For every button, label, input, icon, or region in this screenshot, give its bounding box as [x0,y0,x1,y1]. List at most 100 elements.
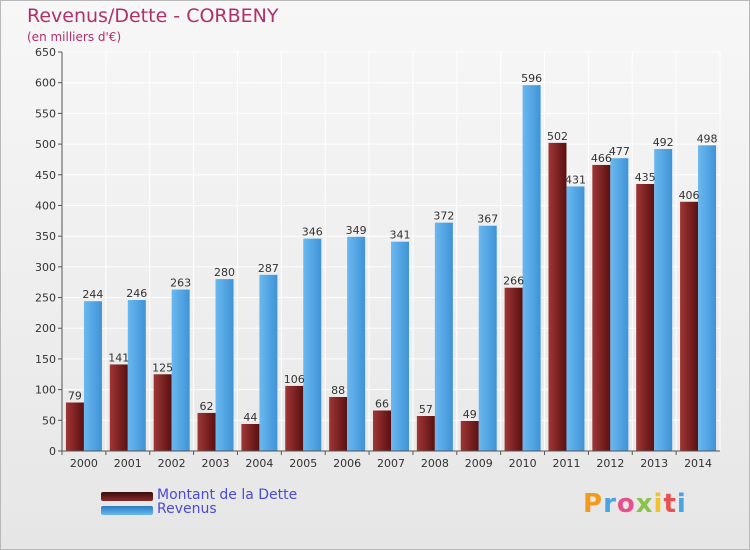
y-tick-label: 50 [42,414,56,427]
y-tick-label: 550 [35,107,56,120]
y-tick-label: 250 [35,292,56,305]
bar-revenue [478,225,497,451]
data-label-revenue: 287 [258,262,279,275]
bar-debt [109,364,128,451]
proxiti-logo: Proxiti [583,489,687,519]
data-label-debt: 62 [200,400,214,413]
logo-letter: o [616,489,636,519]
bar-revenue [698,145,717,451]
bar-revenue [566,186,585,451]
y-tick-label: 150 [35,353,56,366]
y-tick-label: 500 [35,138,56,151]
label-layer: 79 244 141 246 125 263 62 280 44 287 106 346 88 349 66… [68,72,718,424]
data-label-revenue: 246 [126,287,147,300]
legend-swatch-debt [101,492,153,501]
data-label-debt: 88 [331,384,345,397]
data-label-revenue: 477 [609,145,630,158]
x-tick-label: 2000 [70,457,98,470]
data-label-revenue: 431 [565,173,586,186]
legend-swatch-revenue [101,506,153,515]
x-tick-label: 2014 [684,457,712,470]
bar-debt [680,201,699,451]
data-label-debt: 66 [375,397,389,410]
data-label-debt: 435 [635,171,656,184]
data-label-debt: 49 [463,408,477,421]
bar-revenue [610,158,629,452]
bar-debt [460,420,479,451]
data-label-debt: 266 [503,275,524,288]
bar-debt [197,412,216,451]
y-tick-label: 0 [49,445,56,458]
bar-revenue [522,85,541,451]
bar-debt [241,423,260,451]
data-label-revenue: 244 [82,288,103,301]
data-label-debt: 106 [284,373,305,386]
bar-debt [65,402,84,451]
x-tick-label: 2012 [596,457,624,470]
data-label-revenue: 492 [653,136,674,149]
x-tick-label: 2007 [377,457,405,470]
legend-label-revenue: Revenus [157,501,217,517]
y-tick-label: 400 [35,199,56,212]
bar-debt [373,410,391,451]
logo-letter: i [653,489,664,519]
x-tick-label: 2004 [245,457,273,470]
data-label-revenue: 349 [346,224,367,237]
data-label-revenue: 372 [433,210,454,223]
chart-title: Revenus/Dette - CORBENY [27,5,279,27]
bar-debt [329,396,348,451]
logo-letter: t [663,489,677,519]
y-tick-label: 450 [35,169,56,182]
x-tick-label: 2005 [289,457,317,470]
bar-debt [592,164,611,451]
data-label-revenue: 280 [214,266,235,279]
bar-debt [153,374,172,451]
x-tick-label: 2009 [465,457,493,470]
data-label-debt: 502 [547,130,568,143]
bar-revenue [127,299,146,451]
y-tick-label: 350 [35,230,56,243]
data-label-revenue: 367 [477,213,498,226]
y-tick-label: 600 [35,77,56,90]
bar-revenue [347,236,366,451]
x-tick-label: 2001 [114,457,142,470]
data-label-debt: 125 [152,361,173,374]
data-label-revenue: 341 [390,229,411,242]
logo-letter: P [583,489,604,519]
bar-debt [285,385,304,451]
data-label-debt: 406 [679,189,700,202]
bar-revenue [303,238,322,451]
x-tick-label: 2002 [158,457,186,470]
bar-revenue [171,289,190,451]
x-tick-label: 2010 [509,457,537,470]
bar-debt [416,416,435,451]
x-tick-label: 2013 [640,457,668,470]
axis-layer: 0 50 100 150 200 250 300 350 400 450 500 550 600 650 2… [35,46,720,470]
y-tick-label: 650 [35,46,56,59]
x-tick-label: 2011 [552,457,580,470]
bar-revenue [654,148,673,452]
data-label-debt: 57 [419,403,433,416]
bar-debt [548,142,567,451]
x-tick-label: 2003 [202,457,230,470]
x-tick-label: 2006 [333,457,361,470]
logo-letter: r [603,489,617,519]
bar-revenue [259,274,278,451]
data-label-debt: 466 [591,152,612,165]
data-label-debt: 44 [243,411,257,424]
bar-revenue [434,222,453,451]
data-label-revenue: 498 [697,132,718,145]
bar-debt [504,287,523,451]
y-tick-label: 100 [35,384,56,397]
bar-layer [65,85,717,452]
logo-letter: x [635,489,654,519]
chart-subtitle: (en milliers d'€) [27,30,122,44]
data-label-revenue: 263 [170,277,191,290]
bar-revenue [391,241,409,451]
data-label-debt: 141 [108,351,129,364]
logo-letter: i [676,489,687,519]
legend-label-debt: Montant de la Dette [157,487,298,503]
bar-debt [636,183,655,451]
